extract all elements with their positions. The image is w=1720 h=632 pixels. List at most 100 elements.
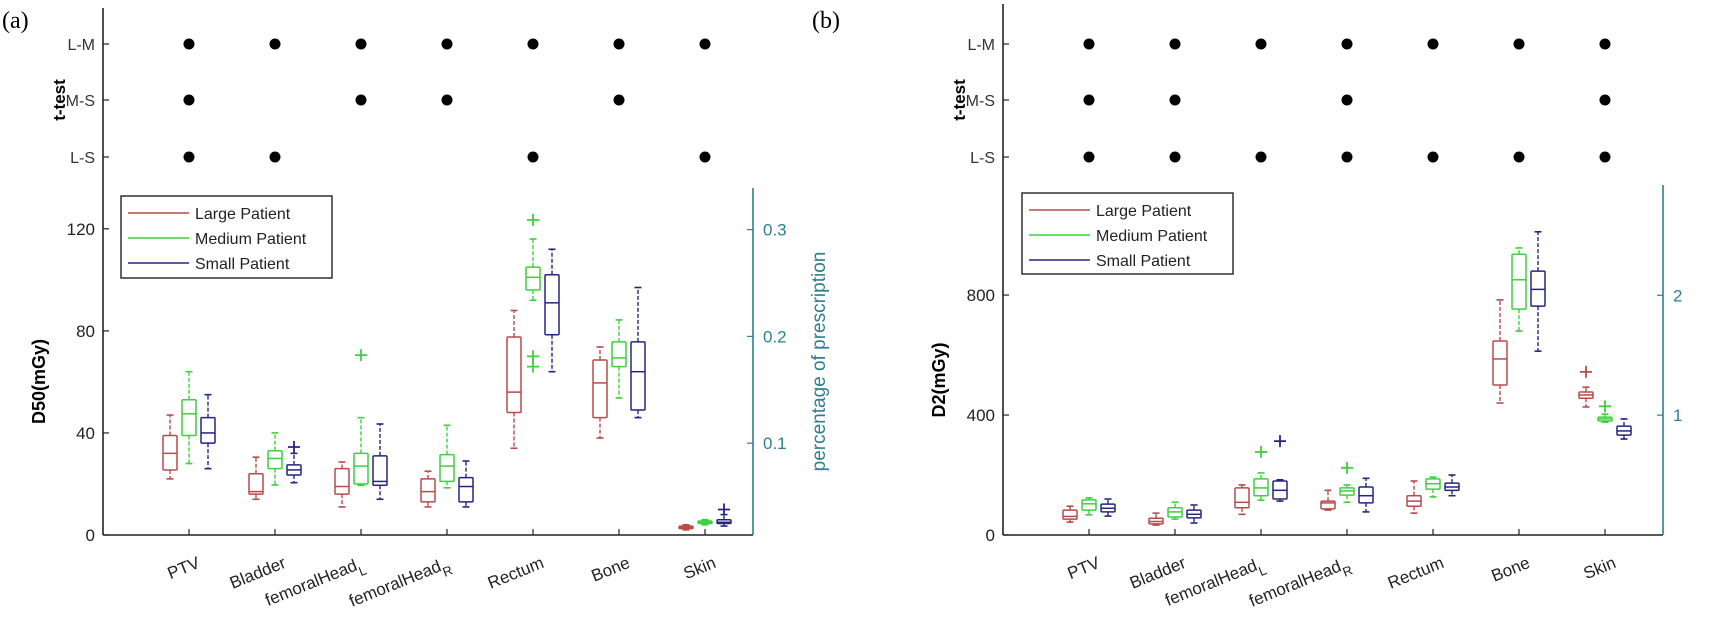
box-medium-patient [525, 213, 541, 373]
x-tick-label: PTV [165, 553, 203, 583]
significance-dot [1169, 38, 1181, 50]
box-small-patient [1358, 477, 1374, 513]
significance-dot [699, 151, 711, 163]
box-small-patient [1616, 418, 1632, 440]
y-tick-label: 120 [67, 220, 95, 239]
x-tick-label: Bone [1489, 553, 1533, 585]
box-small-patient [458, 460, 474, 508]
box-small-patient [286, 440, 302, 484]
legend-label: Small Patient [195, 256, 290, 273]
right-y-axis-label: percentage of prescription [809, 252, 830, 472]
category-name: Rectum [485, 553, 546, 593]
y-axis-label: D2(mGy) [929, 342, 949, 417]
significance-dot [1341, 151, 1353, 163]
iqr-box [334, 467, 350, 495]
box-small-patient [1186, 504, 1202, 524]
significance-dot [1341, 94, 1353, 106]
outlier-marker [527, 213, 539, 226]
y-tick-label: 800 [967, 286, 995, 305]
box-large-patient [248, 456, 264, 501]
category-subscript: R [440, 562, 454, 579]
panel-label-a: (a) [2, 8, 29, 34]
x-tick-label: Skin [1581, 553, 1619, 583]
right-y-tick-label: 1 [1673, 406, 1682, 425]
significance-dot [527, 151, 539, 163]
significance-dot [613, 94, 625, 106]
significance-dot [1083, 151, 1095, 163]
box-small-patient [544, 248, 560, 373]
significance-dot [441, 38, 453, 50]
ttest-row-label: L-S [970, 150, 995, 167]
box-small-patient [716, 503, 732, 527]
box-large-patient [420, 470, 436, 508]
iqr-box [267, 450, 283, 470]
ttest-row-label: M-S [966, 93, 995, 110]
legend-label: Small Patient [1096, 253, 1191, 270]
iqr-box [506, 336, 522, 414]
box-medium-patient [1511, 247, 1527, 332]
legend: Large Patient Medium Patient Small Patient [120, 195, 333, 279]
iqr-box [1062, 509, 1078, 520]
y-axis-label: D50(mGy) [29, 339, 49, 424]
box-large-patient [1234, 484, 1250, 516]
y-tick-label: 400 [967, 406, 995, 425]
significance-dot [1513, 151, 1525, 163]
significance-dot [699, 38, 711, 50]
significance-dot [1427, 151, 1439, 163]
box-large-patient [334, 461, 350, 508]
box-medium-patient [353, 349, 369, 487]
significance-dot [1599, 38, 1611, 50]
category-name: Rectum [1385, 553, 1446, 593]
significance-dot [269, 151, 281, 163]
box-small-patient [1444, 474, 1460, 497]
iqr-box [353, 452, 369, 485]
significance-dot [183, 38, 195, 50]
iqr-box [372, 455, 388, 486]
iqr-box [592, 359, 608, 419]
significance-dot [1083, 38, 1095, 50]
legend-box [1021, 192, 1234, 275]
box-small-patient [1530, 230, 1546, 352]
iqr-box [544, 274, 560, 336]
x-tick-label: PTV [1065, 553, 1103, 583]
significance-dot [355, 94, 367, 106]
legend-label: Large Patient [1096, 203, 1192, 220]
outlier-marker [1580, 365, 1592, 378]
iqr-box [630, 341, 646, 411]
right-y-tick-label: 2 [1673, 286, 1682, 305]
box-large-patient [1148, 512, 1164, 526]
box-medium-patient [181, 370, 197, 465]
x-tick-label: Rectum [485, 553, 546, 593]
iqr-box [1081, 499, 1097, 511]
box-medium-patient [1167, 501, 1183, 520]
box-large-patient [1320, 489, 1336, 511]
significance-dot [1513, 38, 1525, 50]
legend-box [120, 195, 333, 279]
category-name: Bone [589, 553, 633, 585]
iqr-box [420, 478, 436, 503]
y-tick-label: 0 [86, 526, 95, 545]
box-medium-patient [1253, 445, 1269, 502]
x-tick-label: Rectum [1385, 553, 1446, 593]
significance-dot [1169, 151, 1181, 163]
outlier-marker [527, 360, 539, 373]
box-large-patient [1578, 365, 1594, 408]
y-tick-label: 0 [986, 526, 995, 545]
iqr-box [200, 416, 216, 444]
category-name: Skin [1581, 553, 1619, 583]
outlier-marker [288, 440, 300, 453]
outlier-marker [1599, 400, 1611, 413]
iqr-box [1320, 500, 1336, 510]
box-medium-patient [611, 319, 627, 399]
iqr-box [248, 473, 264, 495]
outlier-marker [1341, 461, 1353, 474]
iqr-box [458, 476, 474, 503]
iqr-box [181, 399, 197, 437]
outlier-marker [355, 349, 367, 362]
ttest-row-label: M-S [66, 93, 95, 110]
legend-label: Medium Patient [195, 231, 307, 248]
category-name: Skin [681, 553, 719, 583]
iqr-box [525, 266, 541, 291]
box-medium-patient [697, 518, 713, 526]
